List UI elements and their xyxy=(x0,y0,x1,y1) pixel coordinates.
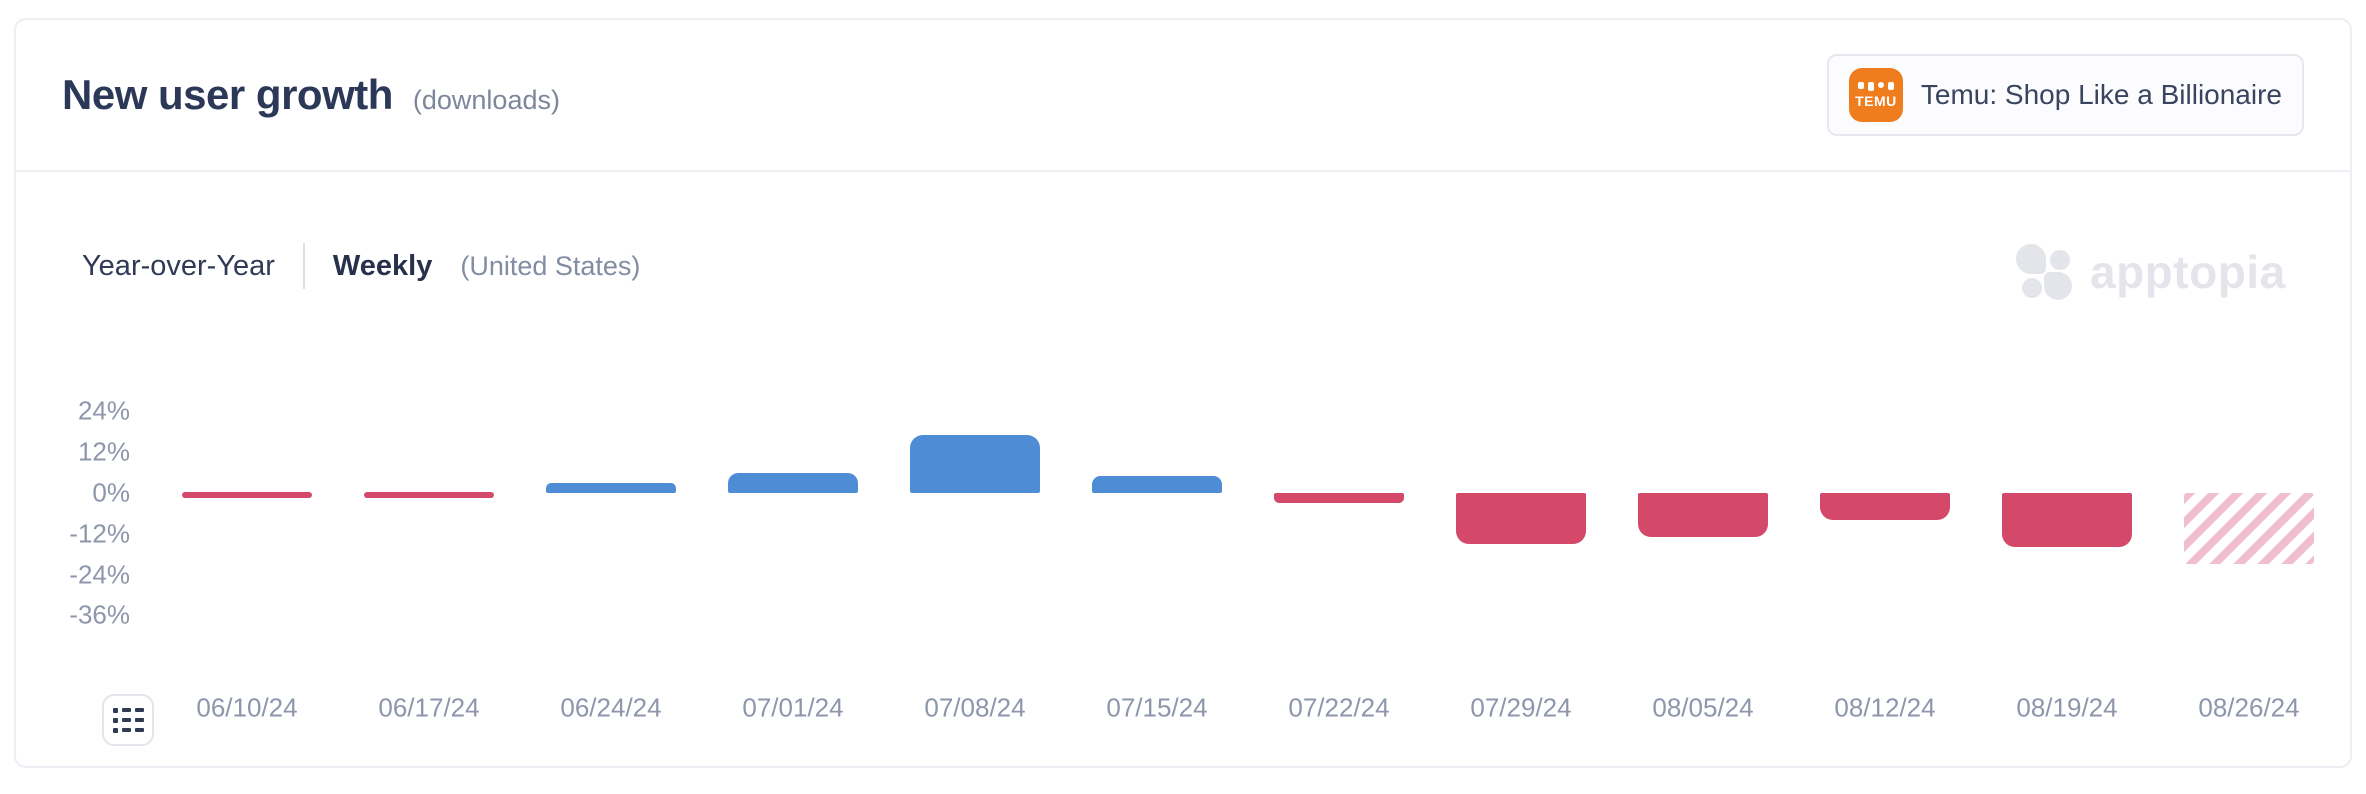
bar-06/24/24[interactable] xyxy=(546,482,676,493)
x-axis-tick-label: 08/19/24 xyxy=(2016,692,2118,723)
page-subtitle: (downloads) xyxy=(412,85,560,115)
x-axis-tick-label: 07/29/24 xyxy=(1470,692,1572,723)
chart-card: New user growth (downloads) TEMU Temu: S… xyxy=(14,18,2352,768)
y-axis-tick-label: -24% xyxy=(69,559,130,590)
temu-app-icon: TEMU xyxy=(1848,68,1903,122)
y-axis-tick-label: -36% xyxy=(69,599,130,630)
temu-icon-glyphs xyxy=(1857,82,1894,91)
apptopia-clover-icon xyxy=(2016,244,2072,300)
toolbar-divider xyxy=(302,243,305,289)
title-group: New user growth (downloads) xyxy=(62,71,560,119)
x-axis-tick-label: 06/10/24 xyxy=(196,692,298,723)
bar-06/10/24[interactable] xyxy=(182,492,312,498)
x-axis-tick-label: 06/24/24 xyxy=(560,692,662,723)
x-axis-tick-label: 06/17/24 xyxy=(378,692,480,723)
x-axis-tick-label: 08/26/24 xyxy=(2198,692,2300,723)
y-axis-tick-label: 12% xyxy=(77,436,130,467)
chart-toolbar: Year-over-Year Weekly (United States) xyxy=(82,242,640,290)
apptopia-wordmark: apptopia xyxy=(2090,246,2286,298)
x-axis-tick-label: 08/12/24 xyxy=(1834,692,1936,723)
apptopia-watermark: apptopia xyxy=(2016,244,2286,300)
app-selector-pill[interactable]: TEMU Temu: Shop Like a Billionaire xyxy=(1826,54,2304,136)
x-axis-tick-label: 07/22/24 xyxy=(1288,692,1390,723)
x-axis-tick-label: 07/01/24 xyxy=(742,692,844,723)
bar-07/29/24[interactable] xyxy=(1456,493,1586,544)
bar-07/01/24[interactable] xyxy=(728,472,858,493)
x-axis-tick-label: 07/08/24 xyxy=(924,692,1026,723)
x-axis-tick-label: 07/15/24 xyxy=(1106,692,1208,723)
bar-08/26/24[interactable] xyxy=(2184,493,2314,565)
y-axis-tick-label: 0% xyxy=(92,477,130,508)
x-axis-tick-label: 08/05/24 xyxy=(1652,692,1754,723)
mode-toggle-year-over-year[interactable]: Year-over-Year xyxy=(82,249,275,282)
app-name-label: Temu: Shop Like a Billionaire xyxy=(1920,79,2282,110)
region-label: (United States) xyxy=(460,250,641,281)
y-axis-tick-label: 24% xyxy=(77,395,130,426)
y-axis-tick-label: -12% xyxy=(69,518,130,549)
bar-06/17/24[interactable] xyxy=(364,492,494,498)
bar-07/08/24[interactable] xyxy=(910,435,1040,493)
bar-07/15/24[interactable] xyxy=(1092,476,1222,493)
bar-08/05/24[interactable] xyxy=(1638,493,1768,538)
card-header: New user growth (downloads) TEMU Temu: S… xyxy=(16,20,2350,172)
legend-list-button[interactable] xyxy=(102,694,154,746)
page-title: New user growth xyxy=(62,71,393,118)
bar-07/22/24[interactable] xyxy=(1274,493,1404,504)
bar-08/19/24[interactable] xyxy=(2002,493,2132,548)
temu-icon-wordmark: TEMU xyxy=(1855,93,1897,109)
legend-list-icon xyxy=(112,707,144,713)
bar-08/12/24[interactable] xyxy=(1820,493,1950,521)
granularity-toggle-weekly[interactable]: Weekly xyxy=(332,249,433,282)
